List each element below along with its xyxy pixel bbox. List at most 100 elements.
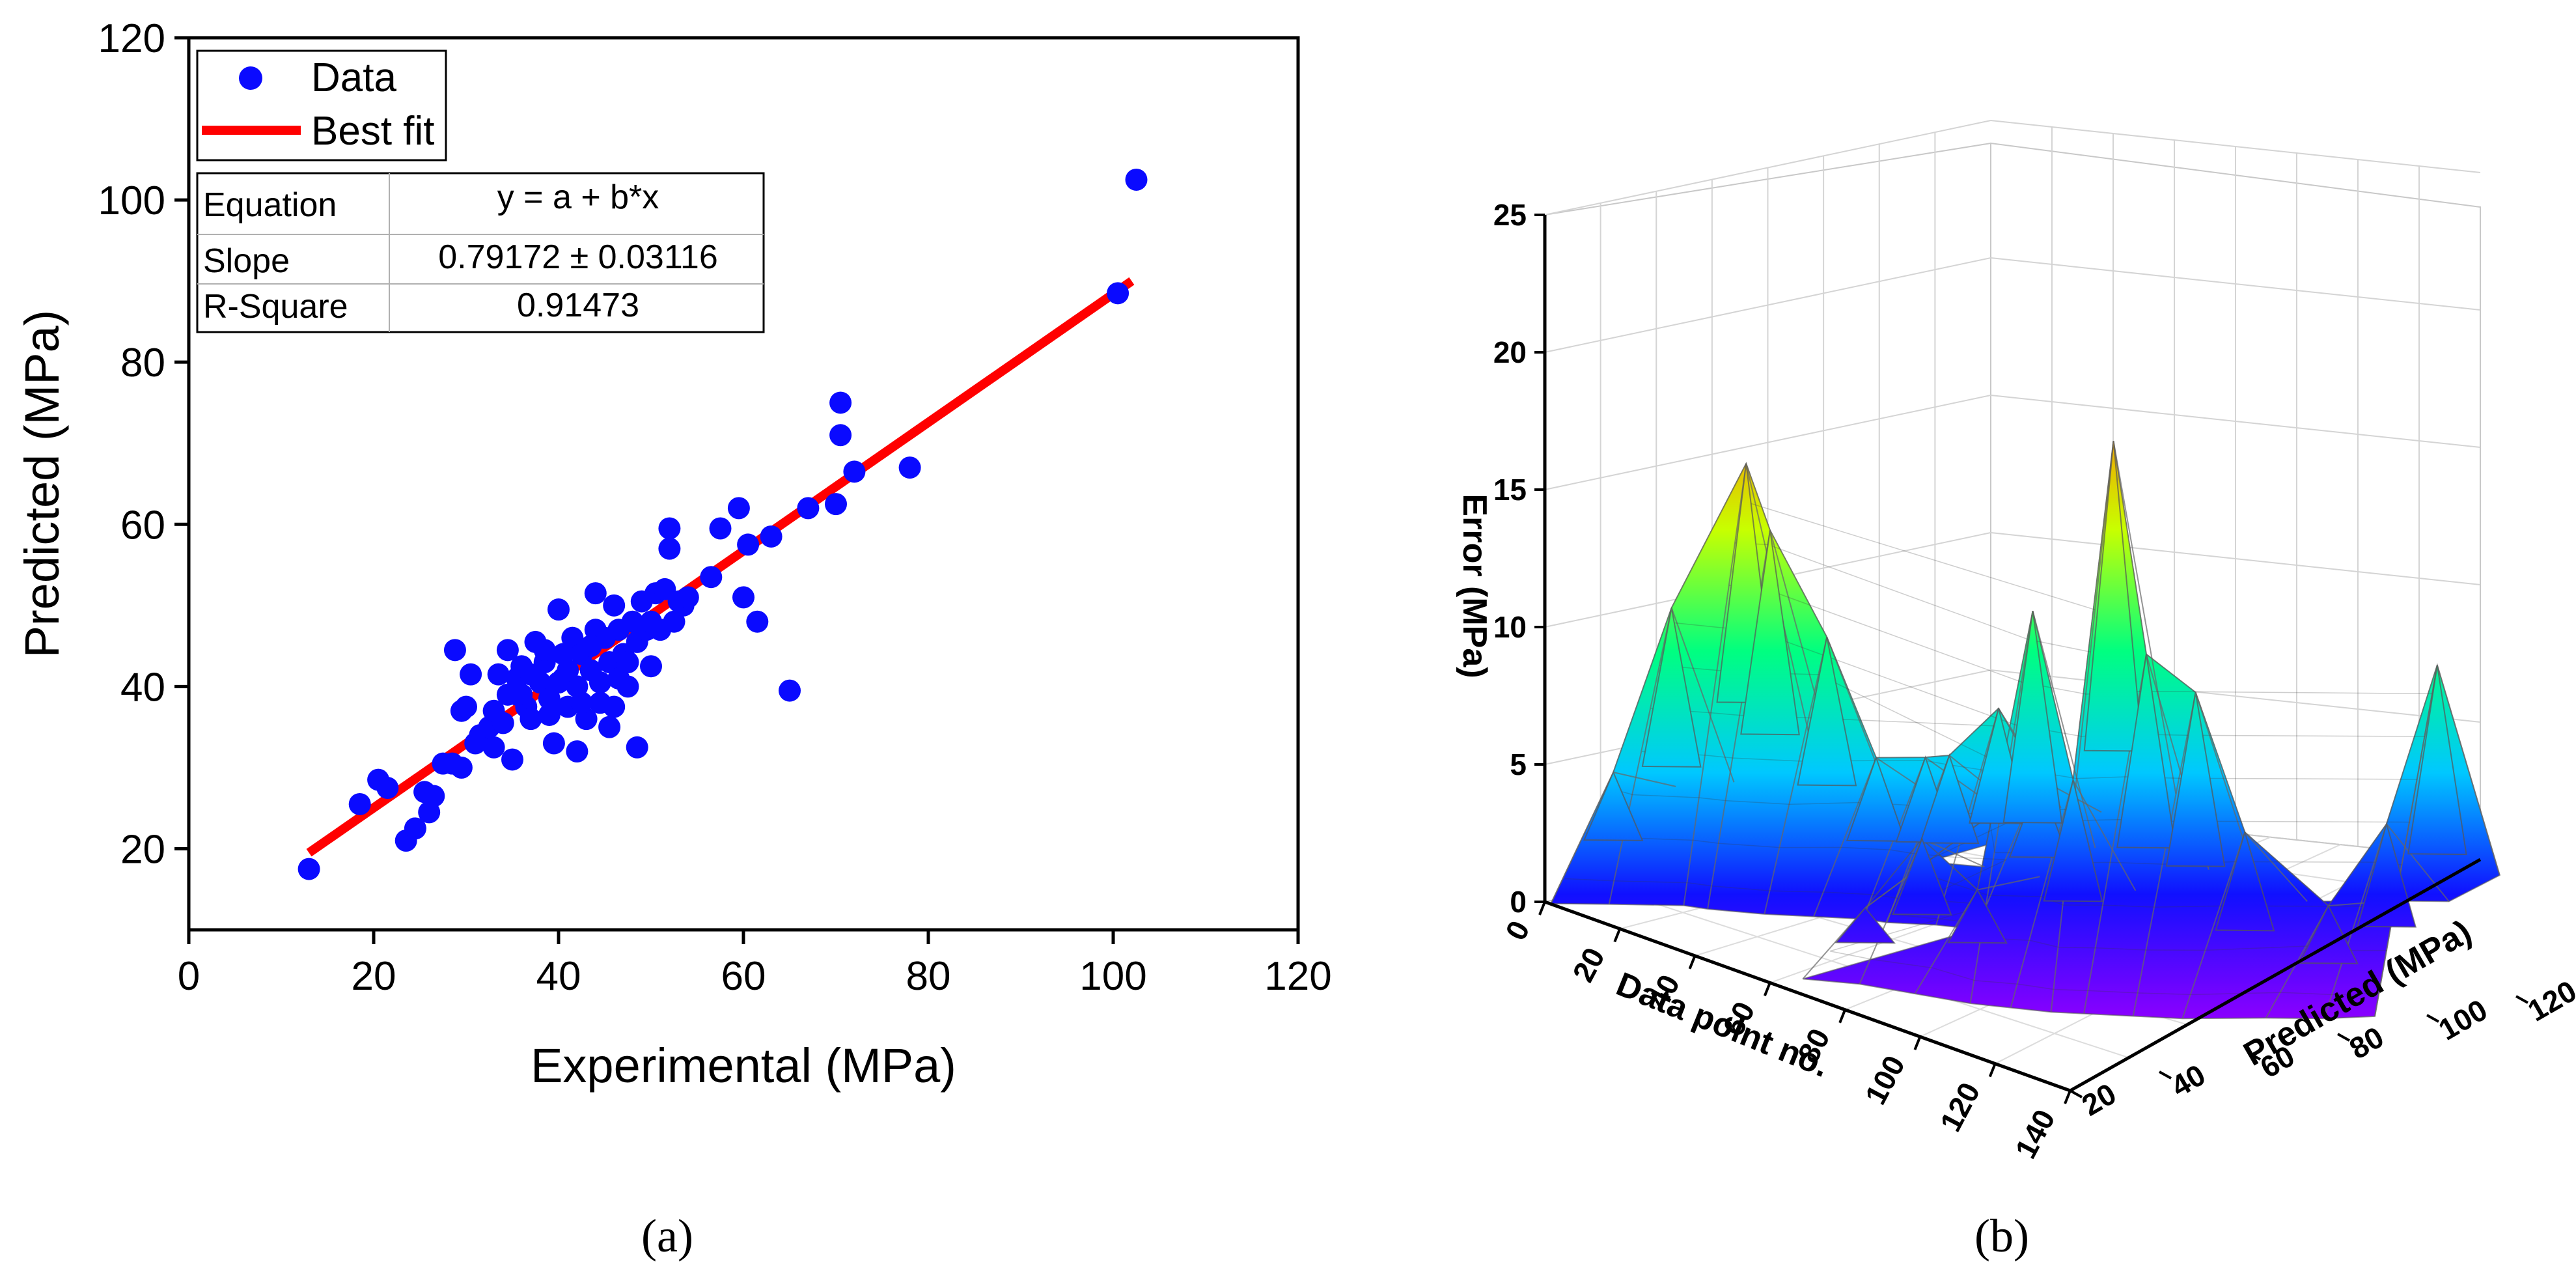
x-tick — [1764, 982, 1771, 997]
surface-mesh-line — [2323, 824, 2387, 1019]
data-point — [1107, 282, 1129, 305]
x-tick-label: 140 — [2008, 1104, 2062, 1164]
data-point — [542, 732, 565, 755]
x-tick — [1688, 955, 1697, 970]
y-tick-label: 100 — [98, 178, 165, 223]
data-point — [626, 736, 648, 759]
z-tick-label: 25 — [1493, 198, 1527, 232]
data-point — [506, 683, 529, 706]
data-point — [487, 663, 510, 686]
data-point — [376, 777, 399, 800]
surface-peak — [2083, 441, 2144, 752]
y-tick-label: 80 — [2344, 1020, 2389, 1066]
y-tick — [2159, 1070, 2172, 1080]
data-point — [843, 460, 866, 483]
panel-label-a: (a) — [641, 1210, 693, 1262]
data-point — [603, 695, 626, 718]
surface-mesh-line — [1914, 889, 1978, 994]
surface-mesh-line — [1683, 463, 1747, 906]
data-point — [658, 537, 681, 560]
surface-peak — [1797, 637, 1857, 787]
surface-contour — [1585, 832, 2388, 951]
y-tick — [2248, 1052, 2261, 1061]
y-tick — [2070, 1089, 2083, 1098]
surface-peak — [1835, 906, 1896, 944]
data-point — [607, 619, 630, 641]
stats-row-label: Equation — [203, 186, 337, 224]
data-point — [422, 785, 445, 807]
data-point — [482, 699, 505, 722]
data-point — [519, 708, 542, 731]
y-tick-label: 20 — [120, 827, 165, 872]
data-point — [496, 639, 519, 662]
x-tick — [1913, 1036, 1922, 1050]
surface-peak — [1947, 888, 2008, 944]
stats-row-value: 0.91473 — [517, 287, 639, 324]
z-axis-title: Error (MPa) — [1456, 494, 1493, 678]
x-axis-line — [1544, 900, 2071, 1093]
stats-table-frame — [196, 172, 765, 333]
surface-contour — [1741, 499, 2096, 611]
surface-mesh-line — [1670, 608, 1735, 783]
surface-mesh-line — [2072, 779, 2137, 891]
legend-data-marker — [239, 66, 262, 90]
x-tick — [1838, 1009, 1846, 1024]
surface-mesh-line — [1977, 876, 2040, 891]
surface-peak — [2298, 904, 2359, 964]
stats-row-label: R-Square — [203, 288, 348, 326]
y-axis-title: Predicted (MPa) — [15, 310, 69, 658]
data-point — [589, 671, 611, 694]
data-point — [640, 655, 662, 678]
y-tick — [2337, 1033, 2350, 1042]
data-point — [450, 756, 473, 779]
data-point — [443, 639, 466, 662]
surface-mesh-line — [1813, 757, 1877, 917]
surface-mesh-line — [2132, 692, 2196, 1016]
scatter-chart: 0 20 40 60 80 100 120 20 40 60 80 100 120 Experimen… — [15, 16, 1332, 1262]
data-point — [455, 695, 477, 718]
x-tick-label: 120 — [1933, 1077, 1987, 1137]
data-point — [533, 639, 556, 662]
surface-peak — [1740, 530, 1800, 736]
y-tick-label: 120 — [2522, 973, 2576, 1027]
surface-mesh-line — [1608, 608, 1672, 904]
x-tick-label: 120 — [1264, 954, 1331, 999]
x-tick-label: 0 — [178, 954, 200, 999]
x-axis-ticks: 0 20 40 60 80 100 120 — [178, 930, 1332, 999]
data-point — [640, 610, 662, 633]
error-surface — [1549, 441, 2500, 1020]
fit-stats-table: Equation y = a + b*x Slope 0.79172 ± 0.0… — [196, 172, 765, 333]
x-tick-label: 20 — [352, 954, 396, 999]
x-tick-label: 40 — [536, 954, 581, 999]
surface-peak — [2407, 665, 2467, 856]
y-tick-label: 40 — [120, 665, 165, 710]
stats-row-label: Slope — [203, 242, 290, 280]
surface-peak — [1846, 755, 1907, 842]
data-point — [898, 456, 921, 479]
x-tick — [1988, 1063, 1997, 1078]
x-tick — [1613, 928, 1622, 943]
data-point — [825, 493, 847, 516]
x-tick-label: 100 — [1079, 954, 1146, 999]
data-point — [598, 716, 621, 738]
surface-mesh-line — [1613, 772, 1676, 787]
data-point — [584, 582, 607, 605]
data-point — [501, 748, 523, 771]
data-point — [737, 533, 760, 556]
surface-mesh-line — [1550, 772, 1614, 904]
surface-mesh-line — [1764, 637, 1828, 915]
data-point — [570, 692, 593, 714]
data-point — [566, 740, 589, 762]
y-tick-label: 100 — [2433, 992, 2493, 1046]
data-point — [829, 424, 852, 447]
y-axis-line — [2069, 858, 2482, 1093]
data-point — [482, 736, 505, 759]
stats-row-value: 0.79172 ± 0.03116 — [438, 238, 718, 276]
surface-peak — [1919, 753, 1980, 845]
data-point — [298, 858, 320, 880]
surface-peak — [2043, 779, 2103, 902]
data-points — [298, 168, 1148, 880]
data-point — [538, 688, 561, 710]
legend-fit-label: Best fit — [311, 109, 435, 154]
